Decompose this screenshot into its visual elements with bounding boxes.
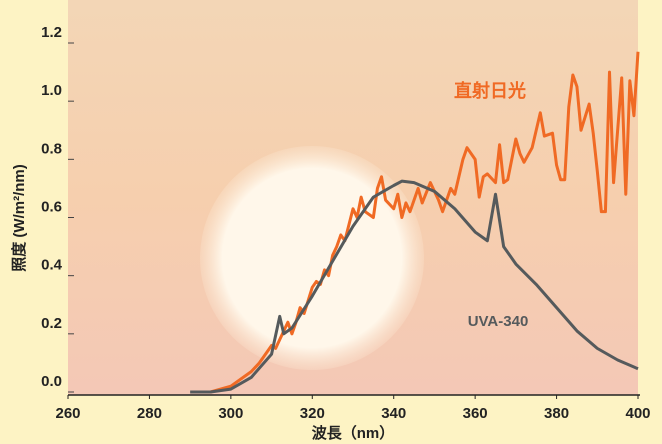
sun-image	[200, 146, 424, 370]
x-tick-label: 340	[381, 405, 406, 422]
x-tick-label: 260	[55, 405, 80, 422]
y-axis-title: 照度 (W/m²/nm)	[10, 164, 28, 271]
y-tick-label: 0.4	[41, 257, 63, 274]
x-tick-label: 320	[300, 405, 325, 422]
y-tick-label: 0.2	[41, 315, 62, 332]
y-tick-label: 1.0	[41, 82, 62, 99]
x-tick-label: 380	[544, 405, 569, 422]
chart: 照度 (W/m²/nm) 波長（nm） 0.0 0.2 0.4 0.6 0.8 1.0 1.…	[0, 0, 662, 444]
y-tick-label: 0.8	[41, 140, 62, 157]
series-label: 直射日光	[454, 80, 526, 101]
y-tick-label: 0.6	[41, 198, 62, 215]
x-tick-label: 400	[625, 405, 650, 422]
x-tick-label: 280	[137, 405, 162, 422]
x-tick-label: 300	[218, 405, 243, 422]
series-label: UVA-340	[468, 313, 529, 330]
y-tick-label: 0.0	[41, 373, 62, 390]
y-tick-label: 1.2	[41, 24, 62, 41]
x-axis-title: 波長（nm）	[312, 424, 395, 442]
x-tick-label: 360	[463, 405, 488, 422]
